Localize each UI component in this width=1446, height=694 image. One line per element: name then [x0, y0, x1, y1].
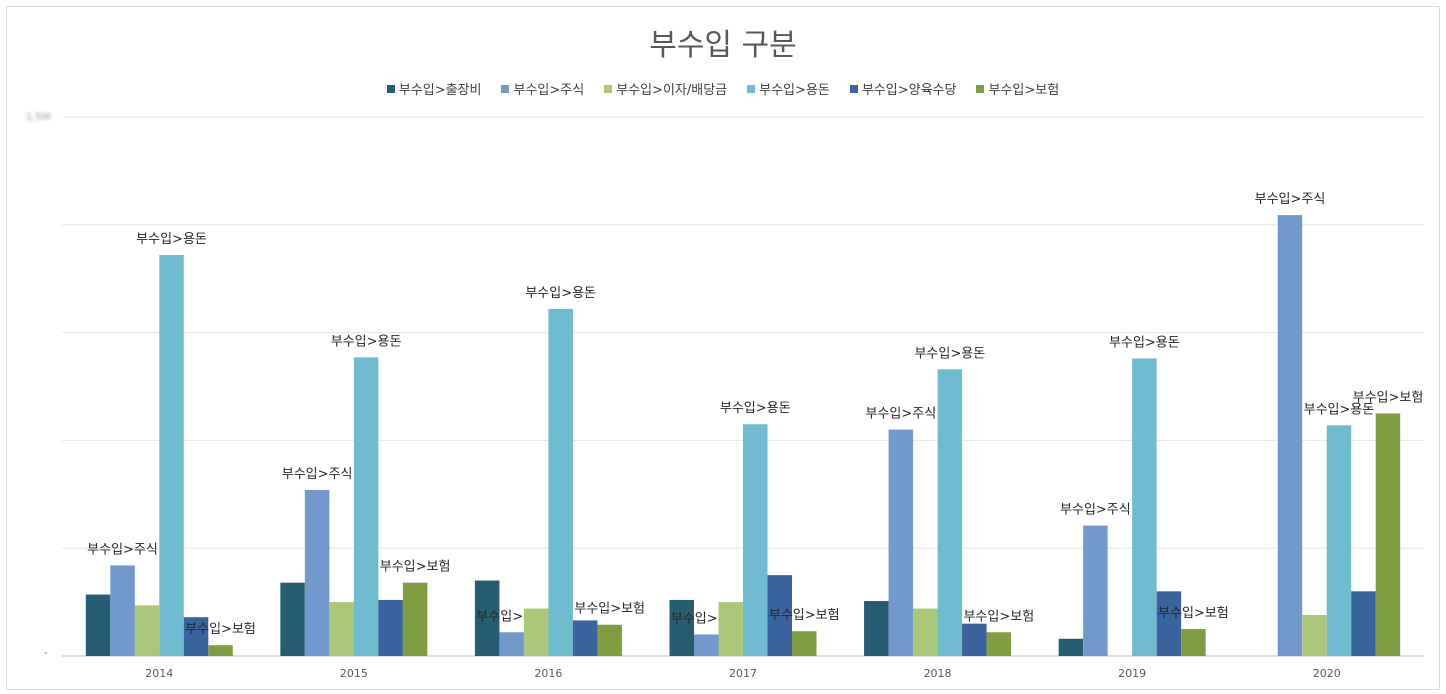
bar: [913, 608, 938, 656]
bar: [329, 602, 354, 656]
bar: [1058, 638, 1084, 656]
bar: [1375, 413, 1401, 656]
legend-swatch-1: [501, 84, 510, 93]
bar: [134, 605, 160, 656]
legend-item-2: 부수입>이자/배당금: [604, 79, 727, 98]
bar: [1083, 525, 1108, 656]
data-label: 부수입>용돈: [1109, 335, 1180, 350]
x-tick-label: 2015: [340, 667, 368, 680]
y-tick-label-top: 1.5M: [26, 112, 51, 123]
x-tick-label: 2019: [1118, 667, 1146, 680]
data-label: 부수입>보험: [1158, 606, 1229, 621]
bar: [1351, 591, 1376, 656]
bar: [159, 254, 184, 656]
data-label: 부수입>보험: [769, 608, 840, 623]
data-label: 부수입>보험: [574, 602, 645, 617]
x-tick-label: 2014: [145, 667, 173, 680]
bar: [669, 599, 694, 656]
data-label: 부수입>용돈: [914, 346, 985, 361]
legend-label-2: 부수입>이자/배당금: [616, 83, 728, 98]
data-label: 부수입>용돈: [331, 334, 402, 349]
legend-item-3: 부수입>용돈: [747, 79, 830, 98]
bar: [523, 608, 549, 656]
bar: [499, 632, 524, 656]
legend-swatch-3: [747, 84, 756, 93]
data-label: 부수입>주식: [1255, 192, 1326, 207]
legend-label-5: 부수입>보험: [988, 83, 1060, 98]
data-label: 부수입>주식: [87, 542, 158, 557]
bar: [694, 634, 719, 656]
bar: [548, 308, 573, 656]
bar: [378, 599, 403, 656]
bar: [718, 602, 743, 656]
bar: [1132, 358, 1157, 656]
chart-legend: 부수입>출장비 부수입>주식 부수입>이자/배당금 부수입>용돈 부수입>양육수당 부수입…: [0, 79, 1446, 98]
bar: [743, 424, 768, 656]
bar: [353, 357, 379, 656]
data-label: 부수입>보험: [380, 560, 451, 575]
data-label: 부수입>보험: [185, 622, 256, 637]
legend-swatch-0: [386, 84, 395, 93]
legend-swatch-2: [604, 84, 613, 93]
y-tick-label-zero: -: [44, 648, 48, 659]
bar: [208, 645, 233, 656]
data-label: 부수입>용돈: [525, 286, 596, 301]
legend-swatch-5: [976, 84, 985, 93]
bar: [1326, 425, 1352, 656]
legend-label-4: 부수입>양육수당: [861, 83, 957, 98]
bar: [572, 620, 598, 656]
x-tick-label: 2020: [1313, 667, 1341, 680]
x-tick-label: 2016: [534, 667, 562, 680]
bar: [864, 601, 889, 656]
bar: [962, 623, 987, 656]
bar: [1181, 629, 1206, 656]
legend-item-5: 부수입>보험: [976, 79, 1059, 98]
chart-title: 부수입 구분: [649, 28, 797, 63]
bar: [937, 369, 963, 656]
legend-item-1: 부수입>주식: [501, 79, 584, 98]
bar: [767, 575, 792, 656]
legend-item-4: 부수입>양육수당: [849, 79, 957, 98]
data-label: 부수입>용돈: [136, 232, 207, 247]
bar: [597, 624, 622, 656]
data-label: 부수입>주식: [282, 467, 353, 482]
bar: [85, 594, 111, 656]
legend-swatch-4: [849, 84, 858, 93]
bar: [792, 631, 817, 656]
bar: [110, 565, 135, 656]
legend-label-3: 부수입>용돈: [759, 83, 830, 98]
data-label: 부수입>주식: [865, 407, 936, 422]
legend-label-0: 부수입>출장비: [398, 83, 482, 98]
bar: [1277, 215, 1303, 656]
bar: [280, 582, 305, 656]
data-label: 부수입>용돈: [720, 401, 791, 416]
x-tick-label: 2018: [924, 667, 952, 680]
legend-label-1: 부수입>주식: [513, 83, 585, 98]
bar: [986, 632, 1012, 656]
bar: [888, 429, 914, 656]
data-label: 부수입>용돈: [1304, 402, 1375, 417]
bar: [402, 582, 428, 656]
bar: [304, 489, 330, 656]
bar: [183, 617, 209, 656]
data-label: 부수입>주식: [1060, 503, 1131, 518]
data-label: 부수입>보험: [963, 609, 1034, 624]
chart-area: [6, 6, 1440, 690]
bar: [1156, 591, 1182, 656]
bar: [1302, 615, 1327, 656]
bar: [474, 580, 500, 656]
legend-item-0: 부수입>출장비: [386, 79, 482, 98]
x-tick-label: 2017: [729, 667, 757, 680]
data-label: 부수입>보험: [1353, 390, 1424, 405]
